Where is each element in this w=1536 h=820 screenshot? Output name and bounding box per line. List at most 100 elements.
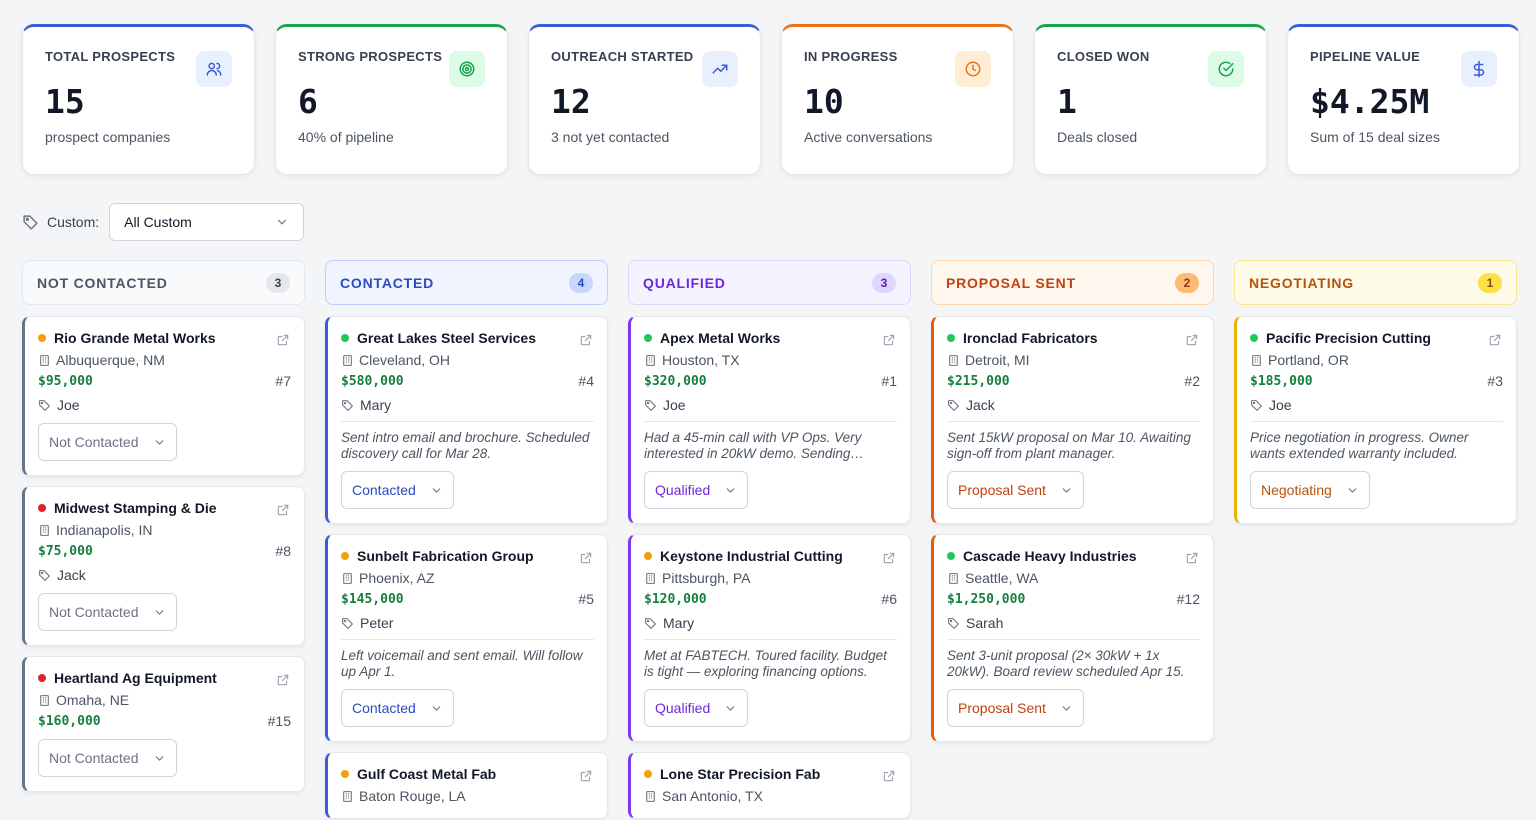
location-text: Baton Rouge, LA: [359, 788, 466, 804]
prospect-card[interactable]: Heartland Ag Equipment Omaha, NE $160,00…: [22, 656, 305, 792]
prospect-card[interactable]: Gulf Coast Metal Fab Baton Rouge, LA: [325, 752, 608, 819]
stat-card-pipeline-value: PIPELINE VALUE $4.25M Sum of 15 deal siz…: [1287, 24, 1520, 175]
column-header: NEGOTIATING 1: [1234, 260, 1517, 305]
deal-value: $75,000: [38, 543, 93, 559]
company-name: Great Lakes Steel Services: [357, 330, 537, 346]
external-link-icon[interactable]: [579, 769, 593, 783]
column-title: CONTACTED: [340, 274, 435, 291]
company-location: Phoenix, AZ: [341, 570, 594, 586]
card-header: Ironclad Fabricators: [947, 330, 1200, 346]
priority-dot: [644, 552, 652, 560]
status-select[interactable]: Contacted: [341, 471, 454, 509]
company-name: Apex Metal Works: [660, 330, 781, 346]
company-location: San Antonio, TX: [644, 788, 897, 804]
column-cards: Apex Metal Works Houston, TX $320,000 #1…: [628, 316, 911, 819]
external-link-icon[interactable]: [276, 333, 290, 347]
external-link-icon[interactable]: [1185, 333, 1199, 347]
external-link-icon[interactable]: [882, 769, 896, 783]
stat-value: 12: [551, 82, 591, 121]
status-select[interactable]: Negotiating: [1250, 471, 1370, 509]
owner-name: Mary: [663, 615, 695, 631]
column-title: QUALIFIED: [643, 274, 726, 291]
status-value: Contacted: [352, 700, 416, 716]
prospect-card[interactable]: Midwest Stamping & Die Indianapolis, IN …: [22, 486, 305, 646]
owner-name: Joe: [57, 397, 80, 413]
owner-name: Sarah: [966, 615, 1004, 631]
prospect-card[interactable]: Pacific Precision Cutting Portland, OR $…: [1234, 316, 1517, 524]
stat-title: OUTREACH STARTED: [551, 49, 694, 64]
stat-value: 10: [804, 82, 844, 121]
prospect-card[interactable]: Ironclad Fabricators Detroit, MI $215,00…: [931, 316, 1214, 524]
external-link-icon[interactable]: [882, 551, 896, 565]
tag-icon: [947, 399, 960, 412]
column-qualified: QUALIFIED 3 Apex Metal Works Houston, TX…: [628, 260, 911, 819]
column-proposal-sent: PROPOSAL SENT 2 Ironclad Fabricators Det…: [931, 260, 1214, 819]
external-link-icon[interactable]: [579, 551, 593, 565]
prospect-card[interactable]: Rio Grande Metal Works Albuquerque, NM $…: [22, 316, 305, 476]
status-select[interactable]: Contacted: [341, 689, 454, 727]
deal-row: $120,000 #6: [644, 591, 897, 607]
card-note: Sent 3-unit proposal (2× 30kW + 1x 20kW)…: [947, 639, 1200, 679]
company-location: Albuquerque, NM: [38, 352, 291, 368]
custom-filter: Custom: All Custom: [22, 203, 305, 241]
location-text: Houston, TX: [662, 352, 740, 368]
card-header: Gulf Coast Metal Fab: [341, 766, 594, 782]
building-icon: [644, 354, 657, 367]
prospect-card[interactable]: Sunbelt Fabrication Group Phoenix, AZ $1…: [325, 534, 608, 742]
external-link-icon[interactable]: [882, 333, 896, 347]
prospect-card[interactable]: Cascade Heavy Industries Seattle, WA $1,…: [931, 534, 1214, 742]
company-name: Sunbelt Fabrication Group: [357, 548, 534, 564]
company-name: Midwest Stamping & Die: [54, 500, 217, 516]
company-name: Cascade Heavy Industries: [963, 548, 1137, 564]
company-location: Portland, OR: [1250, 352, 1503, 368]
prospect-card[interactable]: Apex Metal Works Houston, TX $320,000 #1…: [628, 316, 911, 524]
prospect-card[interactable]: Lone Star Precision Fab San Antonio, TX: [628, 752, 911, 819]
prospect-card[interactable]: Keystone Industrial Cutting Pittsburgh, …: [628, 534, 911, 742]
column-cards: Rio Grande Metal Works Albuquerque, NM $…: [22, 316, 305, 792]
prospect-card[interactable]: Great Lakes Steel Services Cleveland, OH…: [325, 316, 608, 524]
column-header: PROPOSAL SENT 2: [931, 260, 1214, 305]
building-icon: [38, 354, 51, 367]
status-select[interactable]: Not Contacted: [38, 593, 177, 631]
status-select[interactable]: Qualified: [644, 471, 749, 509]
deal-row: $320,000 #1: [644, 373, 897, 389]
stat-subtitle: prospect companies: [45, 129, 171, 145]
location-text: Pittsburgh, PA: [662, 570, 751, 586]
status-value: Not Contacted: [49, 750, 139, 766]
status-select[interactable]: Proposal Sent: [947, 689, 1084, 727]
location-text: Detroit, MI: [965, 352, 1030, 368]
card-note: Price negotiation in progress. Owner wan…: [1250, 421, 1503, 461]
card-header: Lone Star Precision Fab: [644, 766, 897, 782]
priority-dot: [947, 552, 955, 560]
stat-title: IN PROGRESS: [804, 49, 898, 64]
building-icon: [341, 790, 354, 803]
external-link-icon[interactable]: [579, 333, 593, 347]
stats-row: TOTAL PROSPECTS 15 prospect companies ST…: [22, 24, 1520, 175]
card-header: Pacific Precision Cutting: [1250, 330, 1503, 346]
status-select[interactable]: Not Contacted: [38, 739, 177, 777]
column-title: NEGOTIATING: [1249, 274, 1354, 291]
column-header: QUALIFIED 3: [628, 260, 911, 305]
chevron-down-icon: [1060, 484, 1073, 497]
status-select[interactable]: Not Contacted: [38, 423, 177, 461]
status-select[interactable]: Proposal Sent: [947, 471, 1084, 509]
card-header: Heartland Ag Equipment: [38, 670, 291, 686]
prospect-number: #4: [578, 373, 594, 389]
column-header: CONTACTED 4: [325, 260, 608, 305]
column-title: NOT CONTACTED: [37, 274, 168, 291]
external-link-icon[interactable]: [276, 503, 290, 517]
building-icon: [1250, 354, 1263, 367]
stat-subtitle: Active conversations: [804, 129, 933, 145]
stat-value: $4.25M: [1310, 82, 1430, 121]
column-count-badge: 2: [1175, 272, 1199, 293]
external-link-icon[interactable]: [1488, 333, 1502, 347]
status-select[interactable]: Qualified: [644, 689, 749, 727]
external-link-icon[interactable]: [276, 673, 290, 687]
custom-filter-select[interactable]: All Custom: [109, 203, 305, 241]
stat-card-total-prospects: TOTAL PROSPECTS 15 prospect companies: [22, 24, 255, 175]
card-header: Apex Metal Works: [644, 330, 897, 346]
column-title: PROPOSAL SENT: [946, 274, 1076, 291]
priority-dot: [947, 334, 955, 342]
tag-icon: [38, 399, 51, 412]
external-link-icon[interactable]: [1185, 551, 1199, 565]
